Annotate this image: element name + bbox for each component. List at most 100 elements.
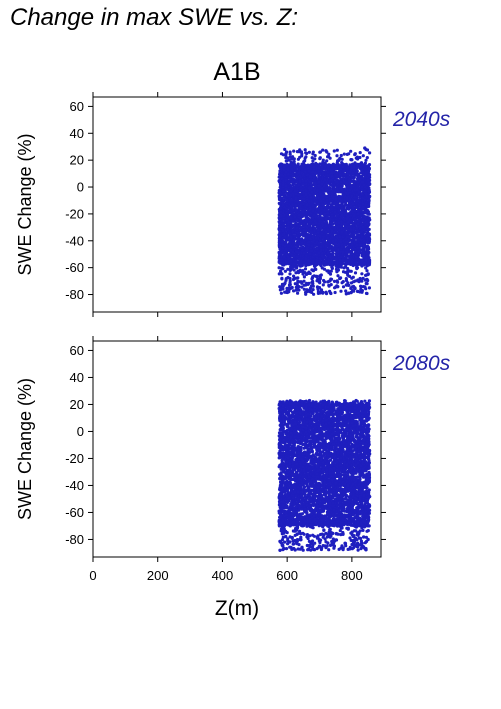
data-point (351, 171, 355, 175)
data-point (306, 258, 310, 263)
data-point (300, 154, 304, 158)
data-point (308, 193, 312, 197)
data-point (315, 193, 319, 197)
data-point (334, 167, 338, 171)
data-point (282, 251, 286, 255)
data-point (279, 152, 284, 156)
data-point (327, 279, 331, 283)
data-point (285, 286, 289, 290)
data-point (296, 238, 300, 242)
x-axis-label: Z(m) (215, 597, 259, 620)
data-point (323, 280, 327, 284)
data-point (284, 156, 288, 160)
data-point (298, 166, 302, 171)
data-point (286, 225, 290, 229)
data-point (328, 254, 332, 259)
data-point (327, 152, 331, 156)
data-point (310, 190, 314, 194)
data-point (286, 275, 290, 280)
data-point (355, 193, 359, 197)
data-point (342, 172, 347, 177)
data-point (318, 150, 322, 154)
data-point (321, 283, 325, 287)
data-point (348, 180, 352, 184)
data-point (352, 280, 356, 284)
data-point (335, 270, 339, 274)
data-point (325, 208, 329, 212)
data-point (279, 196, 284, 200)
data-point (329, 221, 333, 225)
data-point (330, 277, 334, 281)
data-point (357, 190, 361, 194)
data-point (310, 268, 314, 272)
data-point (322, 239, 326, 244)
data-point (317, 166, 321, 170)
data-point (345, 196, 349, 201)
data-point (279, 272, 283, 276)
data-point (311, 215, 315, 220)
data-point (351, 248, 355, 252)
data-point (362, 244, 366, 249)
data-point (307, 169, 311, 173)
data-point (324, 292, 329, 296)
data-point (334, 257, 338, 261)
data-point (344, 240, 348, 244)
data-point (363, 167, 368, 171)
data-point (325, 198, 329, 202)
data-point (351, 222, 355, 226)
data-point (344, 230, 348, 235)
data-point (311, 235, 315, 240)
data-point (367, 286, 371, 290)
data-point (345, 271, 349, 276)
data-point (288, 272, 292, 276)
data-point (281, 267, 285, 271)
data-point (367, 167, 371, 171)
data-point (354, 205, 358, 209)
data-point (341, 270, 346, 274)
data-point (353, 235, 357, 239)
data-point (312, 253, 316, 257)
data-point (334, 180, 339, 184)
data-point (307, 234, 311, 238)
data-point (304, 272, 309, 276)
data-point (302, 275, 306, 279)
data-point (314, 199, 318, 204)
data-point (358, 155, 362, 160)
data-point (297, 242, 301, 246)
data-point (292, 268, 296, 272)
data-point (282, 205, 286, 209)
data-point (361, 154, 365, 158)
data-point (313, 153, 317, 158)
data-point (366, 210, 370, 214)
data-point (318, 156, 322, 160)
data-point (284, 241, 288, 245)
data-point (283, 269, 287, 273)
data-point (288, 240, 292, 244)
data-point (345, 235, 350, 239)
data-point (297, 288, 301, 292)
data-point (317, 180, 321, 184)
data-point (360, 185, 364, 189)
data-point (297, 216, 301, 220)
data-point (311, 170, 315, 174)
data-point (358, 151, 362, 155)
data-point (335, 154, 339, 158)
data-point (320, 216, 324, 220)
data-point (345, 152, 349, 156)
data-point (289, 184, 293, 188)
data-point (294, 288, 298, 292)
data-point (308, 271, 312, 276)
data-point (321, 158, 325, 162)
data-point (304, 192, 308, 197)
data-point (315, 163, 319, 167)
data-point (288, 152, 292, 156)
data-point (340, 235, 345, 239)
data-point (329, 269, 333, 273)
data-point (351, 176, 355, 180)
data-point (367, 227, 371, 231)
series-points (277, 146, 372, 296)
data-point (307, 217, 311, 221)
data-point (341, 280, 345, 284)
data-point (321, 171, 325, 175)
